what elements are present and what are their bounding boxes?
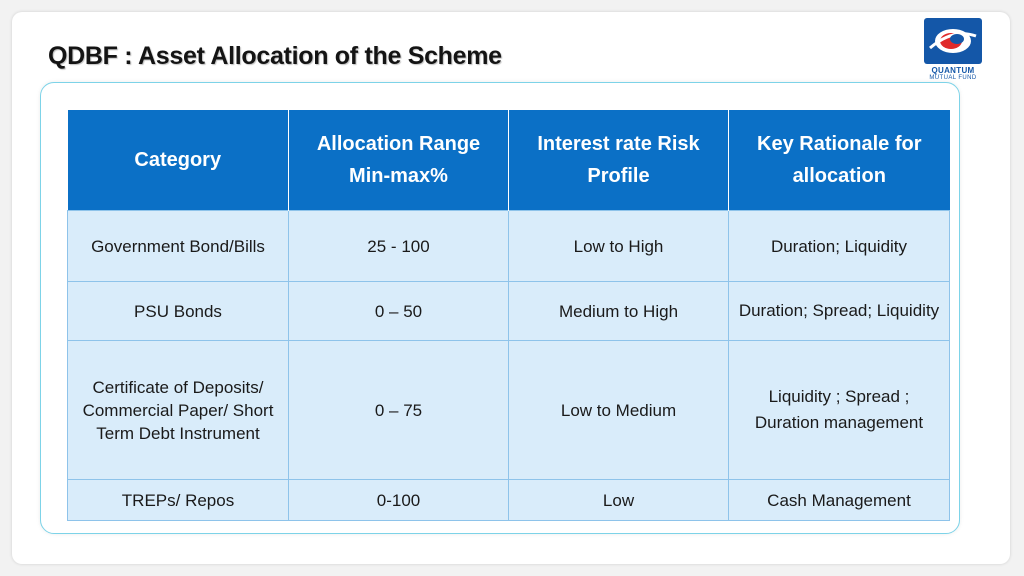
cell-risk-profile: Medium to High	[508, 281, 729, 341]
header-allocation-range: Allocation Range Min-max%	[288, 110, 509, 211]
table-row: TREPs/ Repos 0-100 Low Cash Management	[67, 479, 950, 521]
cell-allocation-range: 0-100	[288, 479, 509, 521]
logo-emblem-icon	[924, 18, 982, 64]
cell-rationale: Liquidity ; Spread ; Duration management	[728, 340, 950, 480]
asset-allocation-table: Category Allocation Range Min-max% Inter…	[67, 110, 950, 521]
header-interest-rate-risk: Interest rate Risk Profile	[508, 110, 729, 211]
cell-rationale: Cash Management	[728, 479, 950, 521]
cell-allocation-range: 25 - 100	[288, 210, 509, 282]
cell-allocation-range: 0 – 50	[288, 281, 509, 341]
header-key-rationale: Key Rationale for allocation	[728, 110, 950, 211]
cell-rationale: Duration; Spread; Liquidity	[728, 281, 950, 341]
logo-text-primary: QUANTUM	[931, 66, 975, 75]
cell-risk-profile: Low to Medium	[508, 340, 729, 480]
table-row: Certificate of Deposits/ Commercial Pape…	[67, 340, 950, 480]
table-header-row: Category Allocation Range Min-max% Inter…	[67, 110, 950, 211]
cell-rationale: Duration; Liquidity	[728, 210, 950, 282]
cell-risk-profile: Low	[508, 479, 729, 521]
page-title: QDBF : Asset Allocation of the Scheme	[48, 42, 502, 70]
cell-category: Government Bond/Bills	[67, 210, 289, 282]
table-row: PSU Bonds 0 – 50 Medium to High Duration…	[67, 281, 950, 341]
quantum-logo: QUANTUM MUTUAL FUND	[922, 18, 984, 86]
header-category: Category	[67, 110, 289, 211]
table-row: Government Bond/Bills 25 - 100 Low to Hi…	[67, 210, 950, 282]
cell-category: TREPs/ Repos	[67, 479, 289, 521]
logo-text-secondary: MUTUAL FUND	[929, 75, 977, 81]
cell-category: PSU Bonds	[67, 281, 289, 341]
cell-category: Certificate of Deposits/ Commercial Pape…	[67, 340, 289, 480]
cell-allocation-range: 0 – 75	[288, 340, 509, 480]
cell-risk-profile: Low to High	[508, 210, 729, 282]
